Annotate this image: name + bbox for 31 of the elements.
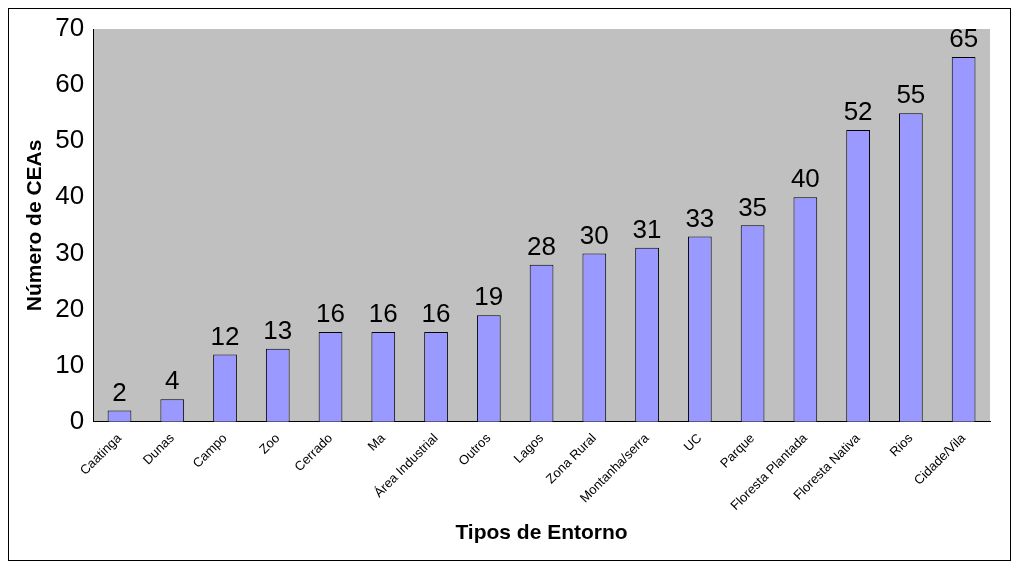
data-label: 33 xyxy=(685,202,715,233)
data-label: 65 xyxy=(949,23,979,54)
y-tick-label: 60 xyxy=(55,68,85,99)
x-axis-title: Tipos de Entorno xyxy=(455,520,628,544)
data-label: 4 xyxy=(165,365,180,396)
data-label: 2 xyxy=(112,376,127,407)
x-tick-label: UC xyxy=(680,430,705,455)
data-label: 16 xyxy=(316,298,345,329)
data-label: 30 xyxy=(579,219,609,250)
data-label: 55 xyxy=(896,79,926,110)
y-tick-label: 70 xyxy=(55,12,85,43)
y-tick-label: 30 xyxy=(55,236,85,267)
data-label: 19 xyxy=(474,281,504,312)
y-tick-label: 40 xyxy=(55,180,85,211)
data-label: 31 xyxy=(632,213,662,244)
data-label: 16 xyxy=(368,298,398,329)
data-label: 16 xyxy=(421,298,451,329)
y-tick-label: 50 xyxy=(55,124,85,155)
y-tick-label: 0 xyxy=(69,404,85,435)
x-tick-label: Ma xyxy=(364,429,389,454)
data-label: 28 xyxy=(527,230,557,261)
data-label: 52 xyxy=(843,96,873,127)
data-label: 40 xyxy=(790,163,820,194)
data-label: 12 xyxy=(210,320,240,351)
y-axis-title: Número de CEAs xyxy=(22,139,46,312)
x-tick-label: Rios xyxy=(886,429,916,460)
y-tick-label: 20 xyxy=(55,292,85,323)
x-tick-label: Zoo xyxy=(255,430,283,457)
data-label: 13 xyxy=(263,314,293,345)
y-tick-label: 10 xyxy=(55,348,85,379)
data-label: 35 xyxy=(738,191,768,222)
